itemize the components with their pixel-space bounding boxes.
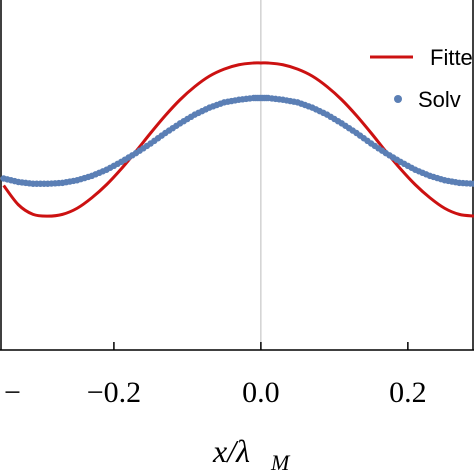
legend-label-fitted: Fitte [430, 45, 473, 70]
legend: Fitte Solv [370, 45, 473, 112]
legend-label-solved: Solv [418, 87, 461, 112]
x-axis-title: x/λ M [212, 433, 291, 474]
x-ticks: − −0.2 0.0 0.2 [4, 342, 427, 409]
series-layer [0, 61, 474, 218]
x-axis-title-subscript: M [270, 450, 291, 474]
series-line-0 [2, 61, 474, 218]
x-tick-label: 0.0 [242, 376, 280, 409]
series-point [470, 180, 474, 187]
x-axis-title-main: x/λ [212, 433, 250, 469]
x-tick-label: − [4, 376, 21, 409]
plot-frame [0, 0, 474, 351]
legend-dot-swatch [394, 95, 402, 103]
x-tick-label: 0.2 [389, 376, 427, 409]
x-tick-label: −0.2 [87, 376, 141, 409]
